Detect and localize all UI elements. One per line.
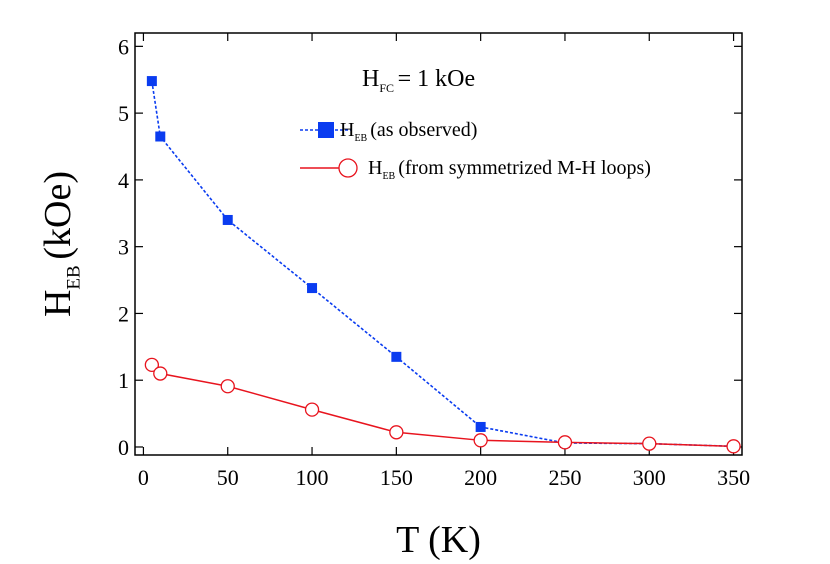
label-text: = 1 kOe [398,66,476,92]
y-tick-label: 4 [118,168,129,193]
y-tick-label: 0 [118,435,129,460]
label-subscript: EB [382,171,395,182]
label-text: (from symmetrized M-H loops) [398,157,651,179]
marker [475,421,486,432]
y-tick-label: 5 [118,101,129,126]
marker [144,357,160,373]
x-tick-label: 200 [464,465,497,490]
label-subscript: EB [64,265,85,289]
x-tick-label: 300 [633,465,666,490]
label-text: (kOe) [37,171,79,260]
x-tick-label: 150 [380,465,413,490]
label-symbol: H [37,290,79,317]
x-tick-label: 0 [138,465,149,490]
y-axis-title: HEB (kOe) [37,171,85,317]
series-line [151,364,734,448]
x-tick-label: 50 [217,465,239,490]
marker [146,76,157,87]
x-tick-label: 350 [717,465,750,490]
plot-frame [134,32,743,456]
legend-label: HEB (as observed) [340,119,477,144]
marker [307,283,318,294]
label-symbol: H [340,119,354,141]
annotation: HFC = 1 kOe [362,66,475,95]
marker [473,433,488,448]
label-subscript: EB [354,133,367,144]
x-tick-label: 250 [548,465,581,490]
label-text: (as observed) [370,119,477,141]
label-subscript: FC [379,81,394,95]
marker [220,379,235,394]
marker [389,425,404,440]
y-tick-label: 1 [118,368,129,393]
legend-marker [338,158,358,178]
x-tick-label: 100 [296,465,329,490]
x-axis-title: T (K) [396,519,481,561]
marker [153,366,168,381]
marker [155,131,166,142]
y-tick-label: 3 [118,235,129,260]
label-symbol: H [362,66,379,92]
marker [304,402,320,417]
marker [642,436,657,451]
y-tick-label: 6 [118,34,129,59]
marker [726,439,741,454]
legend-label: HEB (from symmetrized M-H loops) [368,157,651,182]
y-tick-label: 2 [118,301,129,326]
marker [222,214,233,225]
marker [391,351,402,362]
label-symbol: H [368,157,382,179]
marker [557,435,573,450]
legend-marker [318,122,334,138]
